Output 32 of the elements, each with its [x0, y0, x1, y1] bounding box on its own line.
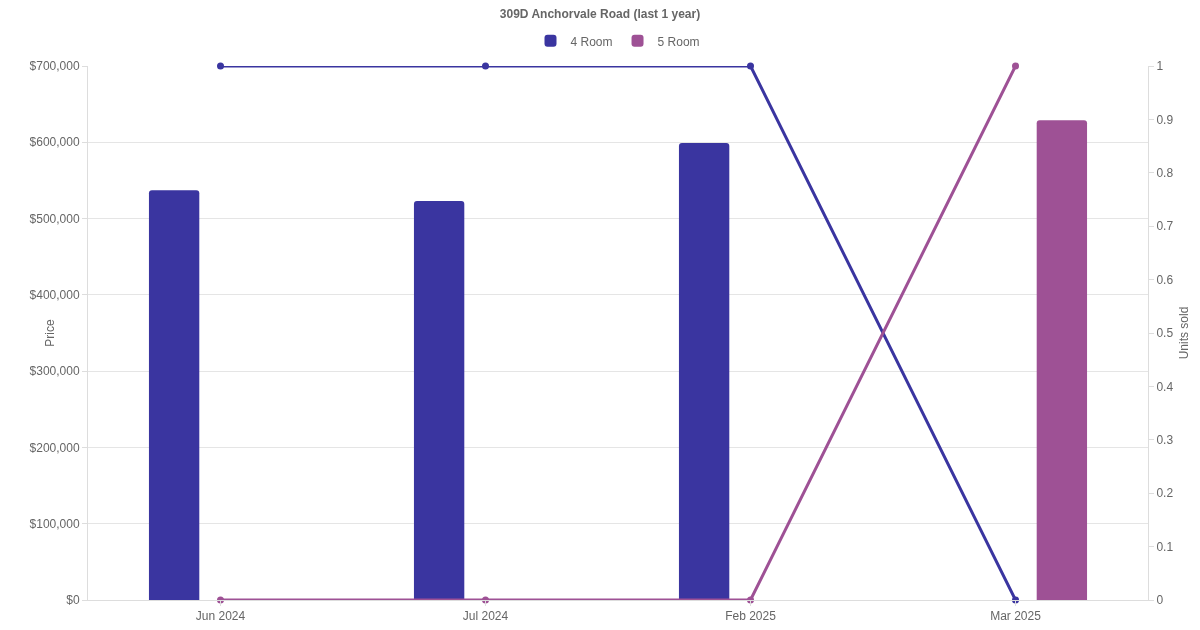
- chart-title: 309D Anchorvale Road (last 1 year): [499, 6, 701, 21]
- y-tick-label: $200,000: [29, 440, 80, 455]
- y-axis-title: Price: [43, 319, 57, 347]
- y-tick-label: $600,000: [29, 135, 80, 150]
- y2-tick-label: 0.6: [1156, 272, 1174, 287]
- y2-tick-label: 1: [1156, 59, 1164, 74]
- legend-label: 4 Room: [570, 34, 613, 49]
- y-tick-label: $500,000: [29, 211, 80, 226]
- y2-tick-label: 0.9: [1156, 112, 1174, 127]
- x-tick-label: Jul 2024: [462, 609, 509, 624]
- bar: [148, 190, 200, 600]
- bar: [413, 201, 465, 600]
- x-tick-label: Feb 2025: [725, 609, 777, 624]
- y2-axis-title: Units sold: [1177, 306, 1191, 360]
- y-tick-label: $400,000: [29, 288, 80, 303]
- y-tick-label: $700,000: [29, 59, 80, 74]
- y-tick-label: $100,000: [29, 516, 80, 531]
- bar: [1036, 120, 1088, 600]
- legend-label: 5 Room: [657, 34, 700, 49]
- y2-tick-label: 0.3: [1156, 433, 1174, 447]
- y-tick-label: $300,000: [29, 364, 80, 379]
- y2-tick-label: 0.8: [1156, 166, 1174, 180]
- y2-tick-label: 0: [1156, 593, 1164, 608]
- y2-tick-label: 0.5: [1156, 326, 1174, 341]
- y2-tick-label: 0.7: [1156, 219, 1174, 234]
- bar: [678, 143, 730, 600]
- y2-tick-label: 0.1: [1156, 539, 1174, 554]
- y2-tick-label: 0.4: [1156, 379, 1174, 394]
- x-tick-label: Jun 2024: [195, 609, 246, 624]
- y-tick-label: $0: [66, 593, 80, 608]
- y2-tick-label: 0.2: [1156, 486, 1174, 501]
- x-tick-label: Mar 2025: [990, 609, 1042, 624]
